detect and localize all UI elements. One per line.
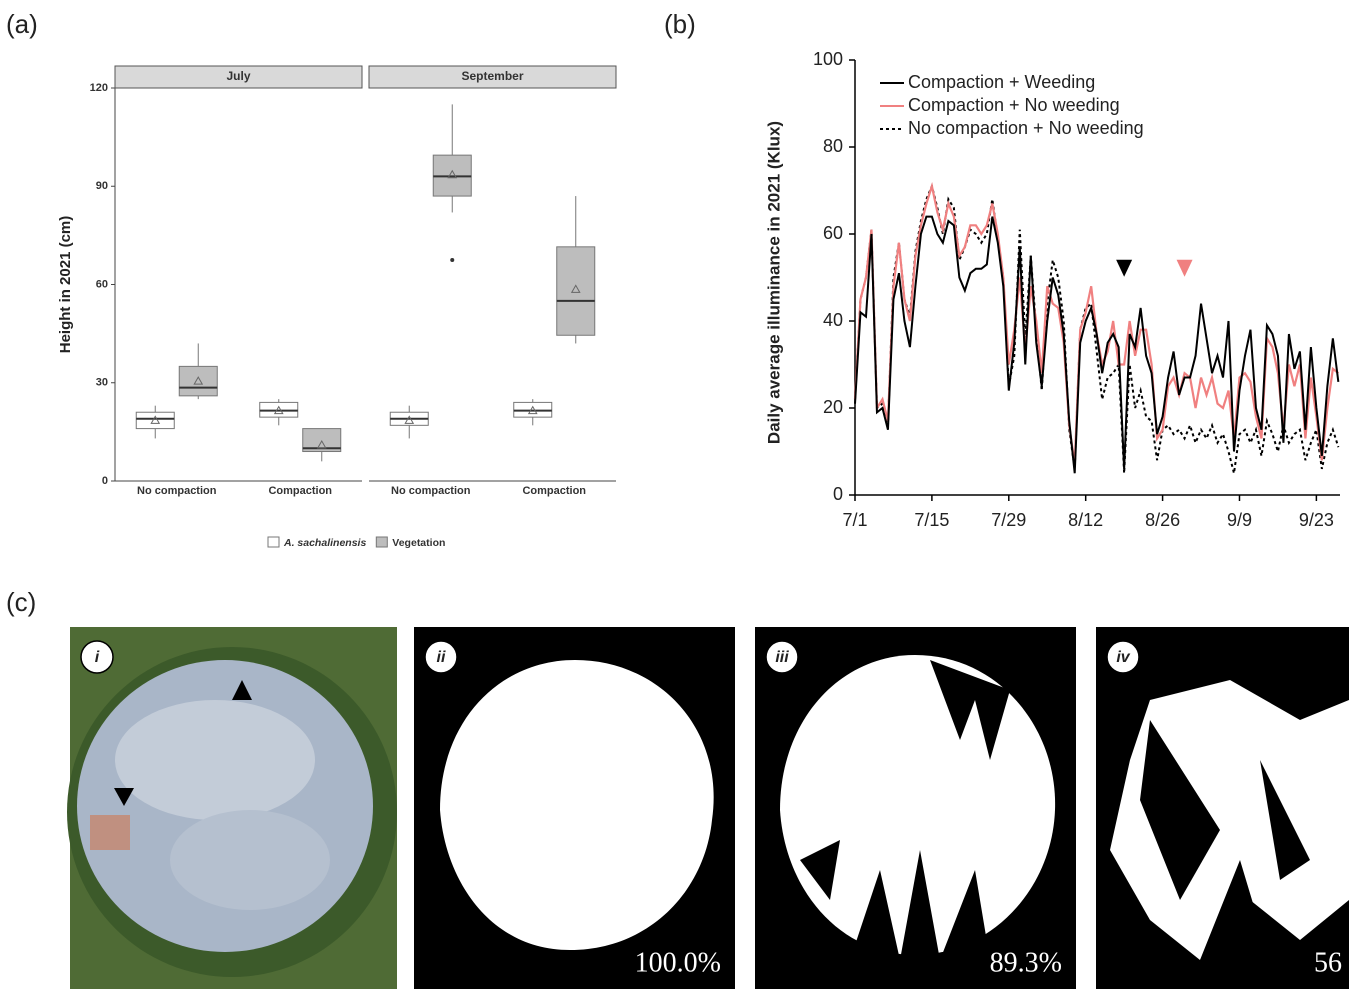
outlier	[450, 257, 455, 262]
photo-badge	[424, 640, 458, 674]
x-tick-label: 8/12	[1068, 510, 1103, 530]
coverage-label: 100.0%	[635, 947, 721, 978]
facet-strip	[368, 65, 617, 89]
y-axis-label: Height in 2021 (cm)	[57, 216, 74, 354]
photo-binary	[755, 627, 1076, 989]
photo-badge	[765, 640, 799, 674]
photo-label: i	[95, 649, 100, 666]
y-tick-label: 0	[833, 484, 843, 504]
y-tick-label: 120	[90, 82, 108, 94]
box	[556, 246, 596, 336]
legend-label: A. sachalinensis	[283, 537, 366, 549]
mean-marker	[570, 284, 581, 293]
facet-strip	[114, 65, 363, 89]
y-tick-label: 0	[102, 475, 108, 487]
photo-binary	[414, 627, 735, 989]
x-tick-label: 9/23	[1299, 510, 1334, 530]
box	[178, 365, 218, 397]
x-tick-label: Compaction	[522, 485, 586, 497]
y-axis-label: Daily average illuminance in 2021 (Klux)	[764, 121, 783, 444]
mean-marker	[316, 439, 327, 449]
x-tick-label: 7/29	[991, 510, 1026, 530]
mean-marker	[273, 405, 284, 415]
legend-label: Compaction + Weeding	[908, 72, 1095, 92]
photo-binary	[1096, 627, 1349, 989]
panel-label: (a)	[6, 9, 38, 39]
y-tick-label: 80	[823, 136, 843, 156]
y-tick-label: 30	[96, 377, 108, 389]
x-tick-label: No compaction	[137, 485, 217, 497]
y-tick-label: 100	[813, 49, 843, 69]
facet-label: July	[226, 69, 250, 83]
mean-marker	[447, 169, 458, 179]
legend-label: Compaction + No weeding	[908, 95, 1120, 115]
panel-label: (c)	[6, 587, 36, 617]
x-tick-label: 8/26	[1145, 510, 1180, 530]
y-tick-label: 60	[823, 223, 843, 243]
y-tick-label: 90	[96, 180, 108, 192]
mean-marker	[527, 405, 538, 415]
legend-label: No compaction + No weeding	[908, 118, 1144, 138]
series-line	[854, 215, 1340, 474]
photo-fisheye	[67, 627, 397, 989]
legend-swatch	[375, 536, 388, 548]
coverage-label: 56	[1314, 947, 1342, 978]
x-tick-label: Compaction	[268, 485, 332, 497]
y-tick-label: 20	[823, 397, 843, 417]
mean-marker	[404, 415, 415, 424]
event-marker	[1116, 259, 1133, 277]
coverage-label: 89.3%	[990, 947, 1062, 978]
photo-label: ii	[437, 649, 446, 666]
x-tick-label: No compaction	[391, 485, 471, 497]
facet-label: September	[461, 69, 523, 83]
mean-marker	[193, 376, 204, 385]
legend-swatch	[267, 536, 280, 548]
legend-label: Vegetation	[392, 537, 445, 549]
photo-badge	[1106, 640, 1140, 674]
photo-label: iv	[1116, 649, 1130, 666]
y-tick-label: 40	[823, 310, 843, 330]
box	[135, 411, 175, 430]
photo-badge	[80, 640, 114, 674]
mean-marker	[150, 415, 161, 424]
x-tick-label: 7/1	[842, 510, 867, 530]
x-tick-label: 9/9	[1227, 510, 1252, 530]
y-tick-label: 60	[96, 278, 108, 290]
panel-label: (b)	[664, 9, 696, 39]
x-tick-label: 7/15	[914, 510, 949, 530]
event-marker	[1176, 259, 1193, 277]
photo-label: iii	[775, 649, 789, 666]
